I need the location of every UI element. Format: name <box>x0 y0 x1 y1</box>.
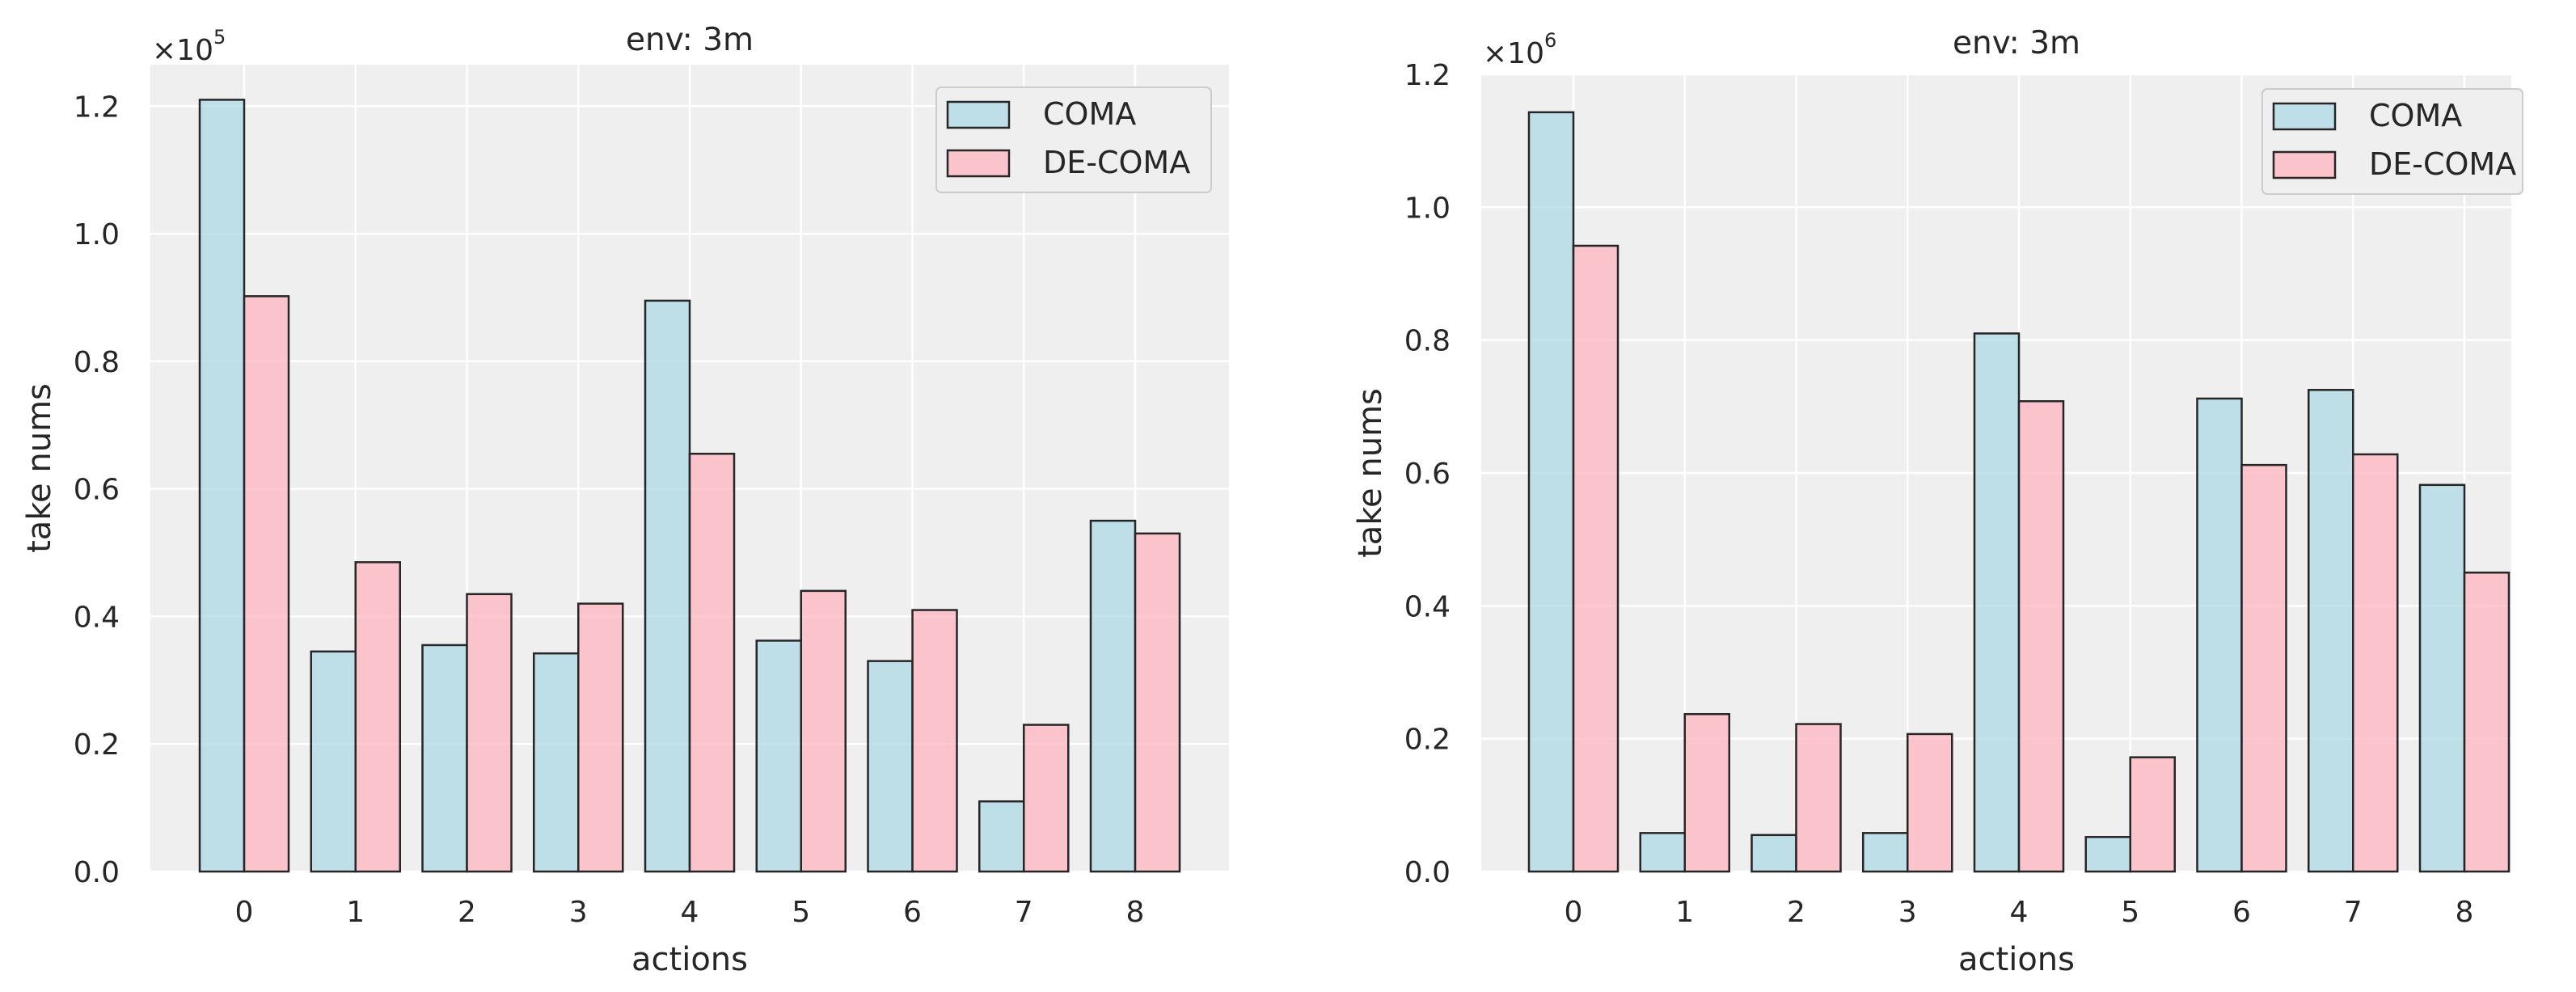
x-tick-label: 1 <box>1675 896 1694 929</box>
bar-coma-action-2 <box>1750 834 1797 873</box>
axis-scale-label: ×105 <box>152 26 226 67</box>
legend-label-de-coma: DE-COMA <box>1043 145 1190 180</box>
bar-coma-action-7 <box>2308 389 2354 873</box>
bars <box>1527 111 2511 873</box>
y-tick-label: 0.4 <box>74 601 120 634</box>
bar-coma-action-3 <box>533 652 580 873</box>
x-tick-label: 3 <box>569 896 588 929</box>
bar-coma-action-4 <box>1973 332 2021 873</box>
y-tick-label: 0.8 <box>74 346 120 379</box>
bar-de-coma-action-5 <box>2129 756 2176 873</box>
x-tick-label: 6 <box>2232 896 2251 929</box>
y-tick-label: 0.6 <box>1404 458 1451 491</box>
scale-exponent: 5 <box>213 26 226 49</box>
bar-coma-action-7 <box>978 800 1025 873</box>
bar-de-coma-action-7 <box>1023 724 1070 873</box>
bar-coma-action-6 <box>2196 397 2243 873</box>
x-tick-label: 8 <box>2456 896 2474 929</box>
bar-coma-action-1 <box>310 650 357 873</box>
bar-coma-action-3 <box>1862 832 1909 873</box>
y-tick-label: 1.2 <box>1404 59 1451 92</box>
y-tick-label: 0.6 <box>74 474 120 507</box>
bar-coma-action-4 <box>644 299 691 873</box>
legend-label-coma: COMA <box>1043 96 1136 132</box>
legend: COMA DE-COMA <box>935 87 1212 193</box>
chart-title: env: 3m <box>1953 25 2080 61</box>
x-tick-label: 4 <box>681 896 699 929</box>
bar-coma-action-1 <box>1639 832 1686 873</box>
bar-coma-action-2 <box>421 644 468 873</box>
y-tick-label: 1.2 <box>74 91 120 124</box>
y-tick-label: 0.0 <box>74 856 120 889</box>
axis-scale-label: ×106 <box>1483 29 1556 70</box>
bars <box>198 99 1181 873</box>
bar-de-coma-action-8 <box>2463 572 2511 873</box>
bar-coma-action-8 <box>2418 483 2466 873</box>
bar-de-coma-action-0 <box>1572 244 1620 873</box>
x-axis-label: actions <box>631 941 748 978</box>
legend-label-de-coma: DE-COMA <box>2369 146 2516 182</box>
bar-de-coma-action-4 <box>2017 400 2065 873</box>
bar-de-coma-action-3 <box>577 602 624 873</box>
x-tick-label: 7 <box>1015 896 1033 929</box>
bar-coma-action-0 <box>1527 111 1575 873</box>
bar-de-coma-action-1 <box>354 561 401 873</box>
x-tick-label: 7 <box>2344 896 2363 929</box>
x-tick-labels: 0 1 2 3 4 5 6 7 8 <box>1565 896 2474 929</box>
bar-coma-action-5 <box>2084 836 2131 873</box>
x-tick-label: 5 <box>2121 896 2139 929</box>
x-tick-label: 2 <box>458 896 476 929</box>
x-tick-label: 0 <box>1565 896 1583 929</box>
y-tick-label: 1.0 <box>1404 192 1451 225</box>
legend-swatch-coma <box>2272 102 2337 131</box>
bar-de-coma-action-2 <box>466 593 513 873</box>
y-axis-label: take nums <box>1352 388 1389 558</box>
bar-de-coma-action-3 <box>1907 732 1953 873</box>
y-tick-label: 1.0 <box>74 218 120 251</box>
bar-de-coma-action-4 <box>688 452 736 873</box>
bar-coma-action-6 <box>867 660 914 873</box>
bar-coma-action-8 <box>1089 519 1137 873</box>
x-tick-label: 2 <box>1787 896 1805 929</box>
bar-coma-action-5 <box>755 640 802 873</box>
y-tick-label: 0.8 <box>1404 325 1451 358</box>
x-tick-label: 4 <box>2010 896 2029 929</box>
x-tick-label: 0 <box>235 896 254 929</box>
chart-title: env: 3m <box>626 22 754 58</box>
legend-swatch-coma <box>946 100 1011 129</box>
bar-de-coma-action-0 <box>243 295 290 873</box>
y-tick-labels: 0.0 0.2 0.4 0.6 0.8 1.0 1.2 <box>74 91 120 889</box>
bar-coma-action-0 <box>198 99 246 873</box>
scale-exponent: 6 <box>1544 29 1556 52</box>
legend: COMA DE-COMA <box>2261 88 2523 195</box>
bar-de-coma-action-6 <box>911 609 958 873</box>
x-tick-label: 6 <box>903 896 922 929</box>
bar-de-coma-action-6 <box>2240 463 2287 873</box>
legend-label-coma: COMA <box>2369 98 2462 133</box>
scale-base: ×10 <box>152 34 213 67</box>
bar-de-coma-action-5 <box>800 589 847 873</box>
x-tick-label: 8 <box>1126 896 1145 929</box>
bar-de-coma-action-2 <box>1795 723 1842 873</box>
bar-de-coma-action-8 <box>1134 532 1181 873</box>
bar-de-coma-action-1 <box>1683 713 1730 873</box>
x-axis-label: actions <box>1958 941 2075 978</box>
scale-base: ×10 <box>1483 37 1544 70</box>
x-tick-labels: 0 1 2 3 4 5 6 7 8 <box>235 896 1145 929</box>
legend-swatch-de-coma <box>946 149 1011 178</box>
y-tick-labels: 0.0 0.2 0.4 0.6 0.8 1.0 1.2 <box>1404 59 1451 889</box>
y-tick-label: 0.2 <box>1404 724 1451 757</box>
x-tick-label: 1 <box>346 896 365 929</box>
y-tick-label: 0.2 <box>74 728 120 762</box>
bar-de-coma-action-7 <box>2352 453 2399 873</box>
y-tick-label: 0.4 <box>1404 590 1451 623</box>
legend-swatch-de-coma <box>2272 150 2337 179</box>
y-tick-label: 0.0 <box>1404 856 1451 889</box>
x-tick-label: 5 <box>792 896 810 929</box>
x-tick-label: 3 <box>1898 896 1917 929</box>
y-axis-label: take nums <box>21 383 58 553</box>
